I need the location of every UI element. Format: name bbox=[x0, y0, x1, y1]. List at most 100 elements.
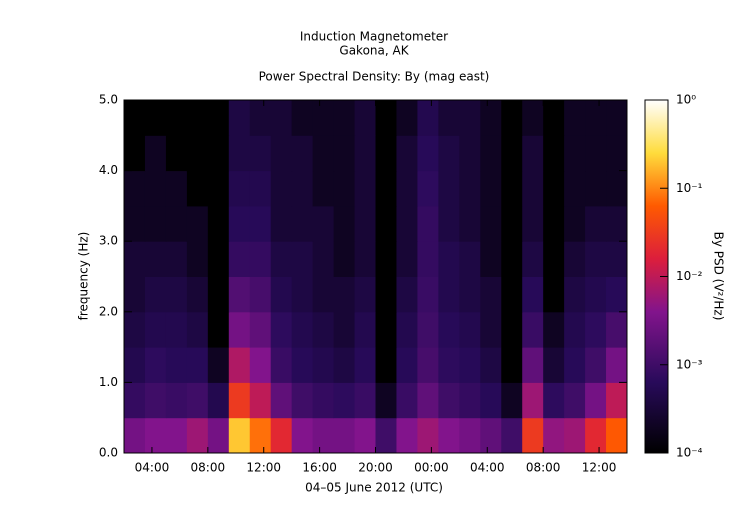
heatmap-cell bbox=[606, 241, 628, 277]
heatmap-cell bbox=[207, 135, 230, 172]
heatmap-cell bbox=[480, 100, 502, 136]
heatmap-cell bbox=[501, 205, 523, 242]
heatmap-cell bbox=[228, 205, 251, 242]
heatmap-cell bbox=[249, 241, 272, 277]
heatmap-cell bbox=[186, 100, 209, 136]
heatmap-cell bbox=[480, 276, 502, 313]
heatmap-cell bbox=[165, 135, 188, 172]
heatmap-cell bbox=[396, 417, 418, 454]
heatmap-cell bbox=[438, 276, 460, 313]
x-tick-label: 04:00 bbox=[135, 461, 170, 475]
heatmap-cell bbox=[228, 382, 251, 419]
heatmap-cell bbox=[585, 382, 607, 419]
heatmap-cell bbox=[564, 170, 586, 207]
heatmap-cell bbox=[270, 417, 293, 454]
heatmap-cell bbox=[228, 241, 251, 277]
heatmap-cell bbox=[585, 100, 607, 136]
heatmap-cell bbox=[522, 417, 544, 454]
heatmap-cell bbox=[375, 417, 397, 454]
heatmap-cell bbox=[144, 347, 167, 383]
heatmap-cell bbox=[333, 417, 356, 454]
heatmap-cell bbox=[165, 347, 188, 383]
heatmap-cell bbox=[270, 347, 293, 383]
heatmap-cell bbox=[417, 417, 439, 454]
heatmap-cell bbox=[291, 417, 314, 454]
heatmap-cell bbox=[249, 347, 272, 383]
heatmap-cell bbox=[375, 276, 397, 313]
heatmap-cell bbox=[354, 382, 376, 419]
heatmap-cell bbox=[480, 170, 502, 207]
heatmap-cell bbox=[459, 417, 481, 454]
heatmap-cell bbox=[480, 382, 502, 419]
heatmap-cell bbox=[228, 276, 251, 313]
heatmap-cell bbox=[459, 276, 481, 313]
heatmap-cell bbox=[522, 135, 544, 172]
heatmap-cell bbox=[564, 241, 586, 277]
heatmap-cell bbox=[438, 205, 460, 242]
heatmap-cell bbox=[522, 100, 544, 136]
heatmap-cell bbox=[144, 205, 167, 242]
heatmap-cell bbox=[396, 241, 418, 277]
y-tick-label: 5.0 bbox=[99, 93, 118, 107]
heatmap-cell bbox=[144, 100, 167, 136]
heatmap-cell bbox=[564, 347, 586, 383]
heatmap-cell bbox=[186, 241, 209, 277]
y-tick-label: 1.0 bbox=[99, 375, 118, 389]
heatmap-cell bbox=[144, 241, 167, 277]
heatmap-cell bbox=[501, 100, 523, 136]
heatmap-cell bbox=[417, 135, 439, 172]
heatmap-cell bbox=[124, 205, 146, 242]
heatmap-cell bbox=[228, 347, 251, 383]
heatmap-cell bbox=[438, 311, 460, 348]
heatmap-cell bbox=[228, 100, 251, 136]
heatmap-cell bbox=[291, 205, 314, 242]
x-tick-label: 04:00 bbox=[470, 461, 505, 475]
heatmap-cell bbox=[312, 241, 335, 277]
heatmap-cell bbox=[249, 417, 272, 454]
heatmap-cell bbox=[270, 311, 293, 348]
colorbar-tick-label: 10⁻³ bbox=[676, 357, 703, 371]
heatmap-cell bbox=[438, 347, 460, 383]
heatmap-cell bbox=[312, 170, 335, 207]
x-axis-label: 04–05 June 2012 (UTC) bbox=[305, 481, 443, 495]
heatmap-cell bbox=[165, 241, 188, 277]
heatmap-cell bbox=[480, 347, 502, 383]
heatmap-cell bbox=[606, 205, 628, 242]
heatmap-cell bbox=[522, 241, 544, 277]
heatmap-cell bbox=[333, 347, 356, 383]
heatmap-cell bbox=[396, 276, 418, 313]
colorbar-tick-label: 10⁰ bbox=[676, 93, 696, 107]
heatmap-cell bbox=[543, 170, 565, 207]
heatmap-cell bbox=[312, 417, 335, 454]
x-tick-label: 16:00 bbox=[302, 461, 337, 475]
heatmap-cell bbox=[186, 135, 209, 172]
heatmap-cell bbox=[333, 100, 356, 136]
heatmap-cell bbox=[417, 205, 439, 242]
heatmap-cell bbox=[228, 417, 251, 454]
heatmap-cell bbox=[354, 241, 376, 277]
heatmap-cell bbox=[564, 276, 586, 313]
heatmap-cell bbox=[501, 170, 523, 207]
heatmap-cell bbox=[585, 170, 607, 207]
heatmap-cell bbox=[585, 417, 607, 454]
heatmap-cell bbox=[144, 417, 167, 454]
heatmap-cell bbox=[291, 135, 314, 172]
heatmap-cell bbox=[228, 135, 251, 172]
heatmap-cell bbox=[291, 241, 314, 277]
heatmap-cell bbox=[564, 135, 586, 172]
heatmap-cell bbox=[459, 205, 481, 242]
heatmap-cell bbox=[459, 100, 481, 136]
chart-subtitle: Gakona, AK bbox=[339, 44, 409, 58]
heatmap-cell bbox=[522, 382, 544, 419]
heatmap-cell bbox=[606, 417, 628, 454]
heatmap-cell bbox=[417, 100, 439, 136]
heatmap-cell bbox=[354, 100, 376, 136]
heatmap-cell bbox=[144, 311, 167, 348]
heatmap-cell bbox=[207, 170, 230, 207]
heatmap-cell bbox=[438, 135, 460, 172]
heatmap-cell bbox=[543, 276, 565, 313]
heatmap-cell bbox=[165, 417, 188, 454]
heatmap-cell bbox=[354, 170, 376, 207]
heatmap-cell bbox=[124, 170, 146, 207]
heatmap-cell bbox=[312, 382, 335, 419]
